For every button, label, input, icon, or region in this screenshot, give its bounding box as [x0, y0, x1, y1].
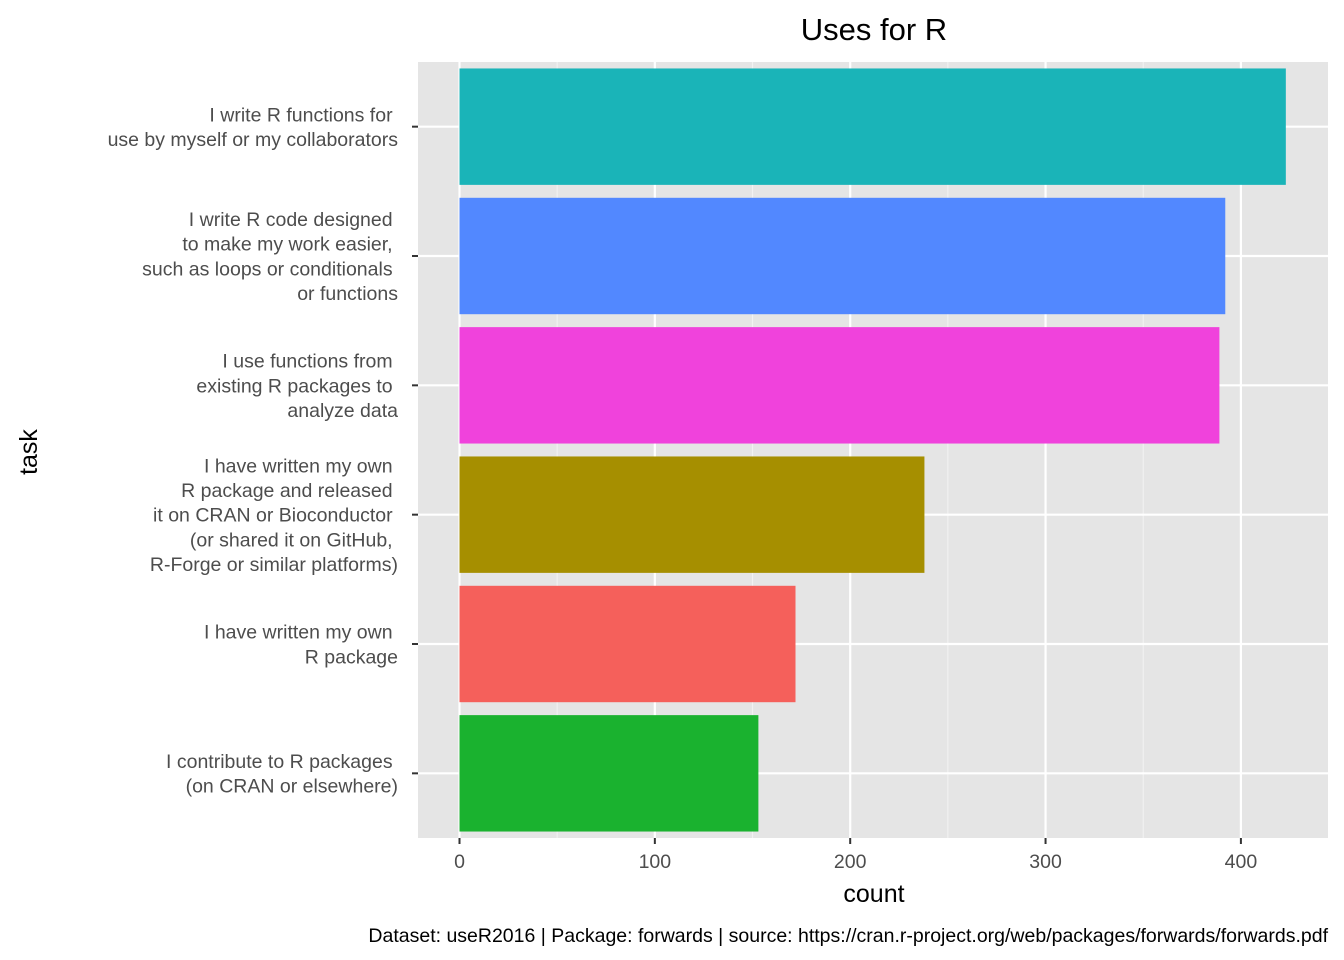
bar: [459, 68, 1286, 185]
y-tick-label: I write R functions for use by myself or…: [108, 104, 399, 151]
bar: [459, 327, 1220, 444]
chart-title: Uses for R: [801, 12, 947, 47]
plot-panel: [418, 62, 1328, 838]
x-tick-label: 200: [834, 851, 867, 873]
bar: [459, 197, 1226, 315]
bar: [459, 585, 796, 703]
y-tick-label: I contribute to R packages (on CRAN or e…: [166, 751, 398, 798]
caption: Dataset: useR2016 | Package: forwards | …: [368, 925, 1328, 947]
bars: [459, 68, 1286, 832]
x-tick-label: 300: [1029, 851, 1062, 873]
bar: [459, 456, 925, 573]
y-tick-label: I have written my own R package and rele…: [150, 455, 398, 575]
x-axis: 0 100 200 300 400: [454, 838, 1257, 873]
x-tick-label: 100: [639, 851, 672, 873]
y-axis-title: task: [15, 429, 43, 475]
x-tick-label: 400: [1225, 851, 1258, 873]
y-tick-label: I use functions from existing R packages…: [196, 351, 398, 422]
y-axis: I write R functions for use by myself or…: [108, 104, 418, 798]
x-axis-title: count: [843, 880, 904, 908]
y-tick-label: I have written my own R package: [204, 622, 398, 669]
y-tick-label: I write R code designed to make my work …: [142, 209, 398, 305]
bar: [459, 715, 759, 832]
x-tick-label: 0: [454, 851, 465, 873]
